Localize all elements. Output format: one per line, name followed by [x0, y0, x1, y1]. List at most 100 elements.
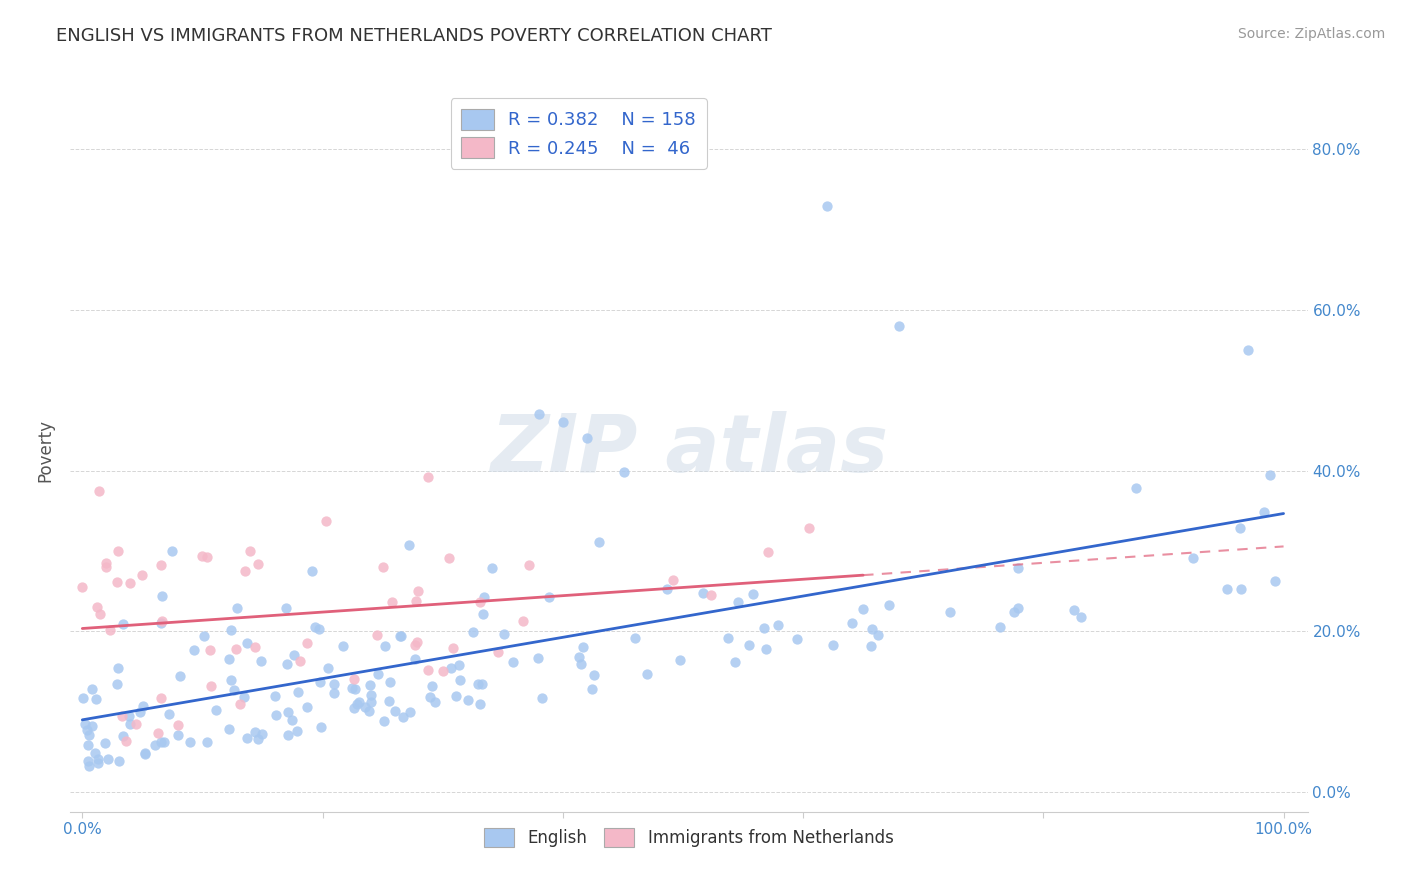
Point: [96, 560, 118, 574]
Point: [624, 631, 647, 645]
Point: [877, 598, 900, 612]
Point: [264, 708, 287, 723]
Point: [471, 677, 494, 691]
Point: [150, 615, 173, 630]
Point: [440, 661, 463, 675]
Point: [371, 560, 394, 574]
Point: [152, 614, 174, 628]
Point: [250, 654, 273, 668]
Point: [287, 685, 309, 699]
Point: [225, 642, 247, 657]
Point: [527, 651, 550, 665]
Point: [277, 706, 299, 720]
Point: [447, 658, 470, 673]
Point: [405, 593, 427, 607]
Point: [239, 543, 262, 558]
Point: [756, 545, 779, 559]
Point: [422, 679, 444, 693]
Point: [107, 661, 129, 675]
Point: [423, 695, 446, 709]
Point: [939, 605, 962, 619]
Point: [799, 521, 821, 535]
Point: [76, 723, 98, 738]
Point: [153, 735, 176, 749]
Point: [247, 732, 270, 747]
Point: [349, 695, 371, 709]
Point: [277, 727, 299, 741]
Point: [661, 573, 683, 587]
Point: [191, 549, 214, 563]
Point: [727, 595, 749, 609]
Point: [105, 677, 128, 691]
Point: [125, 716, 148, 731]
Point: [224, 682, 246, 697]
Point: [613, 465, 636, 479]
Point: [404, 652, 426, 666]
Point: [343, 672, 366, 686]
Point: [1125, 481, 1147, 495]
Point: [1002, 605, 1025, 619]
Point: [111, 729, 134, 743]
Point: [179, 735, 201, 749]
Point: [295, 636, 318, 650]
Text: ENGLISH VS IMMIGRANTS FROM NETHERLANDS POVERTY CORRELATION CHART: ENGLISH VS IMMIGRANTS FROM NETHERLANDS P…: [56, 27, 772, 45]
Point: [841, 616, 863, 631]
Point: [149, 734, 172, 748]
Point: [308, 622, 330, 636]
Point: [449, 673, 471, 687]
Point: [360, 695, 382, 709]
Point: [233, 564, 256, 578]
Point: [110, 708, 132, 723]
Point: [93, 736, 115, 750]
Point: [457, 693, 479, 707]
Point: [219, 673, 242, 687]
Point: [343, 701, 366, 715]
Point: [472, 590, 495, 604]
Point: [1063, 602, 1085, 616]
Point: [468, 697, 491, 711]
Point: [359, 678, 381, 692]
Point: [517, 558, 540, 572]
Point: [236, 636, 259, 650]
Point: [418, 663, 440, 677]
Point: [107, 543, 129, 558]
Point: [1070, 610, 1092, 624]
Point: [247, 557, 270, 571]
Point: [669, 653, 692, 667]
Point: [527, 407, 550, 421]
Point: [367, 666, 389, 681]
Point: [89, 607, 111, 621]
Point: [343, 681, 366, 696]
Legend: English, Immigrants from Netherlands: English, Immigrants from Netherlands: [478, 822, 900, 854]
Point: [283, 648, 305, 663]
Point: [1253, 505, 1275, 519]
Point: [131, 567, 153, 582]
Point: [346, 697, 368, 711]
Point: [77, 759, 100, 773]
Point: [446, 689, 468, 703]
Point: [134, 746, 156, 760]
Point: [815, 198, 838, 212]
Point: [309, 674, 332, 689]
Point: [852, 602, 875, 616]
Point: [94, 556, 117, 570]
Point: [636, 667, 658, 681]
Point: [468, 595, 491, 609]
Point: [389, 629, 412, 643]
Point: [76, 738, 98, 752]
Point: [378, 674, 401, 689]
Point: [87, 756, 110, 770]
Point: [700, 588, 723, 602]
Point: [755, 642, 778, 657]
Point: [77, 728, 100, 742]
Point: [72, 580, 94, 594]
Point: [418, 469, 440, 483]
Point: [120, 716, 142, 731]
Point: [97, 752, 120, 766]
Point: [1230, 582, 1253, 597]
Point: [481, 561, 503, 575]
Point: [84, 692, 107, 706]
Point: [301, 564, 323, 578]
Point: [285, 724, 308, 739]
Point: [569, 657, 592, 672]
